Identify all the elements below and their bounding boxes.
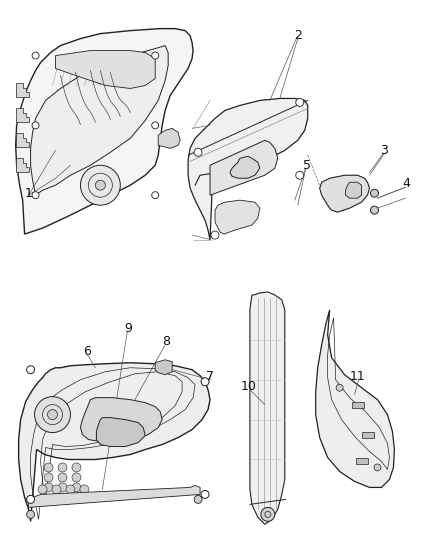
Circle shape [83,425,93,434]
Polygon shape [31,46,168,195]
Polygon shape [158,128,180,148]
Text: 5: 5 [303,159,311,172]
Circle shape [58,463,67,472]
Polygon shape [210,140,278,195]
Polygon shape [28,486,200,507]
Circle shape [27,495,35,503]
Text: 7: 7 [206,370,214,383]
Circle shape [72,463,81,472]
Text: 1: 1 [25,187,32,200]
Circle shape [194,495,202,503]
Circle shape [152,192,159,199]
Polygon shape [356,458,367,464]
Text: 4: 4 [403,177,410,190]
Circle shape [72,483,81,492]
Polygon shape [16,133,28,147]
Polygon shape [215,200,260,234]
Circle shape [44,483,53,492]
Polygon shape [316,310,395,487]
Circle shape [81,165,120,205]
Polygon shape [352,402,364,408]
Polygon shape [16,29,193,234]
Circle shape [44,473,53,482]
Circle shape [374,464,381,471]
Polygon shape [81,398,162,441]
Circle shape [261,507,275,521]
Polygon shape [16,84,28,98]
Polygon shape [56,51,155,88]
Circle shape [371,189,378,197]
Text: 10: 10 [241,380,257,393]
Polygon shape [16,108,28,123]
Circle shape [296,171,304,179]
Circle shape [201,490,209,498]
Circle shape [48,410,57,419]
Circle shape [336,384,343,391]
Circle shape [371,206,378,214]
Text: 2: 2 [294,29,302,42]
Circle shape [35,397,71,433]
Polygon shape [188,99,308,240]
Polygon shape [230,156,260,178]
Text: 3: 3 [381,144,389,157]
Circle shape [32,122,39,129]
Circle shape [52,485,61,494]
Polygon shape [346,182,361,198]
Polygon shape [96,417,145,447]
Circle shape [58,483,67,492]
Circle shape [201,378,209,386]
Circle shape [66,485,75,494]
Circle shape [211,231,219,239]
Text: 8: 8 [162,335,170,348]
Text: 6: 6 [84,345,92,358]
Circle shape [72,473,81,482]
Text: 11: 11 [350,370,365,383]
Circle shape [27,366,35,374]
Circle shape [44,463,53,472]
Polygon shape [16,158,28,172]
Circle shape [115,428,122,435]
Polygon shape [250,292,285,524]
Circle shape [32,192,39,199]
Circle shape [27,511,35,518]
Circle shape [38,485,47,494]
Circle shape [80,485,89,494]
Circle shape [32,52,39,59]
Circle shape [95,180,106,190]
Text: 9: 9 [124,322,132,335]
Polygon shape [361,432,374,438]
Polygon shape [155,360,172,375]
Circle shape [152,52,159,59]
Circle shape [194,148,202,156]
Polygon shape [320,175,370,212]
Polygon shape [19,363,210,521]
Circle shape [296,99,304,107]
Circle shape [152,122,159,129]
Circle shape [58,473,67,482]
